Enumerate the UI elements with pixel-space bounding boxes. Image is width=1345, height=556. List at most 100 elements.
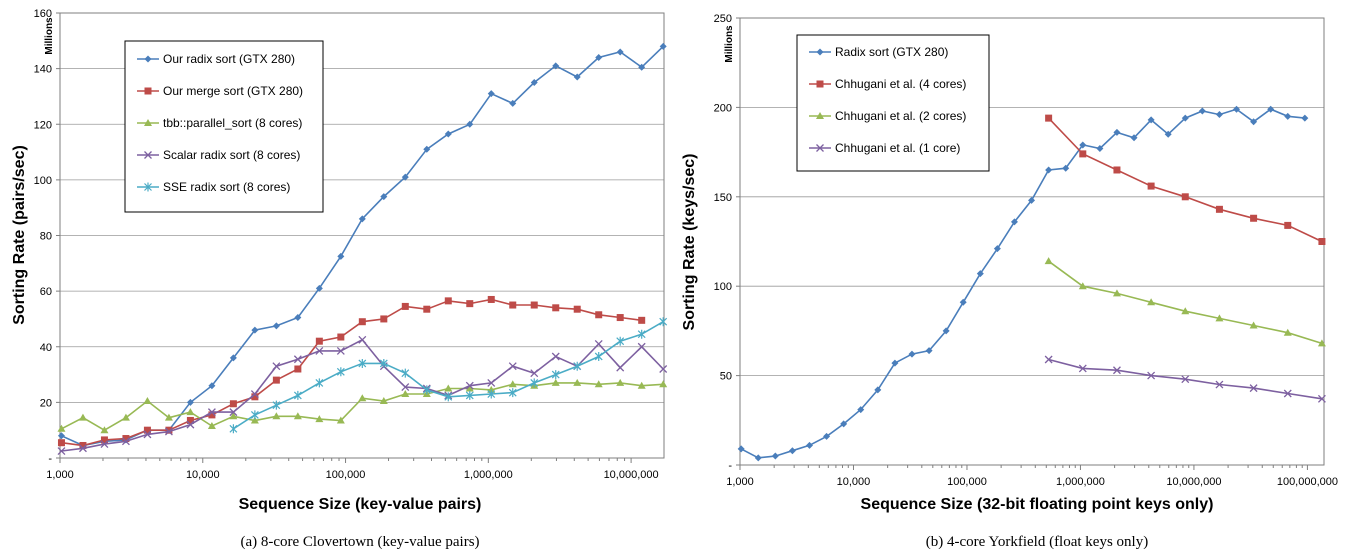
chart-b-x-tick-label: 10,000,000 <box>1166 476 1221 488</box>
chart-a-series-0-point <box>57 432 65 440</box>
chart-a-series-1-point <box>616 314 624 322</box>
chart-a-series-3-point <box>121 437 130 446</box>
chart-b-series-0-point <box>1130 134 1138 142</box>
chart-a-series-2-line <box>61 382 664 432</box>
chart-b-series-0-point <box>1164 130 1172 138</box>
chart-a-series-4-point <box>379 358 388 368</box>
chart-a-series-2-point <box>293 412 302 420</box>
chart-a-series-3-point <box>229 408 238 417</box>
chart-a-series-3-point <box>659 365 668 373</box>
chart-a-series-1-line <box>61 298 642 447</box>
chart-a-series-2-point <box>444 384 453 392</box>
chart-b-series-0-point <box>1045 166 1053 174</box>
chart-b-series-2-point <box>1249 321 1258 329</box>
chart-a-series-3-point <box>293 355 302 364</box>
chart-b-series-2-point <box>1147 298 1156 306</box>
chart-a-series-3-point <box>143 430 152 439</box>
chart-a-series-0-point <box>294 314 302 322</box>
chart-a-caption: (a) 8-core Clovertown (key-value pairs) <box>240 534 479 550</box>
chart-a-series-1-point <box>100 436 108 444</box>
chart-b-series-0-point <box>1301 114 1309 122</box>
chart-b-legend-marker <box>816 144 824 152</box>
chart-a-legend-label: Our merge sort (GTX 280) <box>163 84 303 98</box>
chart-a-series-4-point <box>551 370 560 380</box>
chart-b-series-0-point <box>959 298 967 306</box>
chart-a-series-1-point <box>444 297 452 305</box>
chart-a-series-0-point <box>380 193 388 201</box>
chart-a-series-1-point <box>380 315 388 323</box>
chart-a-series-2-point <box>358 394 367 402</box>
chart-b-series-0-point <box>1062 164 1070 172</box>
chart-b-legend-marker <box>816 80 824 88</box>
chart-a-series-2-point <box>659 380 668 388</box>
chart-b-series-0-point <box>942 327 950 335</box>
chart-a-legend-label: SSE radix sort (8 cores) <box>163 180 290 194</box>
chart-a-series-0-point <box>638 63 646 71</box>
chart-a-series-4-point <box>229 424 238 434</box>
chart-b-series-2-point <box>1078 282 1087 290</box>
chart-b-series-2-point <box>1215 314 1224 322</box>
chart-a-series-3-point <box>57 447 66 456</box>
chart-a-series-1-point <box>57 439 65 447</box>
chart-a-series-0-point <box>552 62 560 70</box>
chart-b-legend-marker <box>816 112 824 119</box>
chart-a-legend-label: Our radix sort (GTX 280) <box>163 52 295 66</box>
chart-a-series-0-point <box>444 130 452 138</box>
chart-a-series-4-point <box>573 361 582 371</box>
chart-b-series-0-point <box>788 447 796 455</box>
chart-b-series-0-point <box>1267 105 1275 113</box>
chart-a-series-3-point <box>358 335 367 344</box>
chart-a-series-3-point <box>551 352 560 361</box>
chart-b-series-1-point <box>1079 150 1087 158</box>
chart-b-series-1-point <box>1113 166 1121 174</box>
chart-a-series-1-point <box>509 301 517 309</box>
chart-b-series-0-point <box>976 270 984 278</box>
chart-b-series-2-line <box>1048 260 1323 345</box>
chart-a-series-1-point <box>315 337 323 345</box>
chart-b-series-1-point <box>1147 182 1155 190</box>
chart-a-series-2-point <box>121 413 130 421</box>
chart-a-series-0-point <box>208 382 216 390</box>
chart-a-series-4-point <box>336 367 345 377</box>
chart-b-legend-label: Chhugani et al. (4 cores) <box>835 77 966 91</box>
chart-a-series-1-point <box>251 393 259 401</box>
chart-a-series-2-point <box>616 378 625 386</box>
chart-b: - 50 100 150 200 250 1,000 10,000 100,000 1,000,0… <box>681 13 1338 550</box>
chart-a-x-tick-label: 1,000 <box>46 469 74 481</box>
chart-a-x-axis-label: Sequence Size (key-value pairs) <box>239 496 482 513</box>
chart-a-series-3-point <box>401 383 410 392</box>
chart-a-series-4-point <box>637 329 646 339</box>
chart-a-series-3-point <box>250 390 259 398</box>
chart-a-series-2-point <box>487 385 496 393</box>
chart-a-legend: Our radix sort (GTX 280) Our merge sort (… <box>124 40 324 213</box>
chart-b-series-0-point <box>754 454 762 462</box>
chart-b-series-2-point <box>1317 339 1326 347</box>
chart-a-series-0-point <box>487 90 495 98</box>
chart-a-series-1-point <box>294 365 302 373</box>
chart-b-series-3-point <box>1112 366 1121 375</box>
chart-b-series-0-point <box>908 350 916 358</box>
chart-a-series-0-point <box>229 354 237 362</box>
chart-b-series-0-point <box>1113 128 1121 136</box>
chart-a-series-1-point <box>573 305 581 313</box>
chart-a-series-2-point <box>272 412 281 420</box>
chart-a-y-unit: Millions <box>44 17 55 55</box>
chart-b-series-2-point <box>1044 257 1053 265</box>
chart-a-series-0-point <box>272 322 280 330</box>
chart-a-series-2-point <box>551 378 560 386</box>
chart-a-series-4-point <box>659 317 668 327</box>
chart-a-series-1-point <box>423 305 431 313</box>
chart-a-series-1-point <box>122 435 130 443</box>
chart-b-series-3-point <box>1078 364 1087 373</box>
chart-a-series-0-point <box>423 145 431 153</box>
chart-a-x-tick-label: 100,000 <box>326 469 366 481</box>
chart-a-series-2-point <box>164 413 173 421</box>
chart-b-series-0-point <box>1028 196 1036 204</box>
chart-a-series-1-point <box>208 411 216 419</box>
chart-a-y-tick-label: 60 <box>40 286 52 298</box>
chart-a-series-2-point <box>143 396 152 404</box>
chart-b-series-0-point <box>737 445 745 453</box>
chart-a-y-tick-label: 80 <box>40 231 52 243</box>
chart-a-series-0-point <box>509 99 517 107</box>
